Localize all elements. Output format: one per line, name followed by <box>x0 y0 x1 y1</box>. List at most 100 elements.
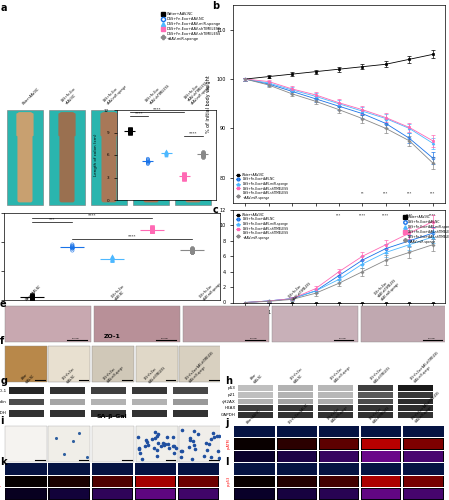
FancyBboxPatch shape <box>142 113 160 136</box>
Bar <box>92 488 132 499</box>
Text: b: b <box>212 1 220 11</box>
Bar <box>398 412 433 418</box>
Bar <box>238 392 273 398</box>
Text: 50 μm: 50 μm <box>161 338 168 339</box>
Text: p-ATM: p-ATM <box>226 438 230 449</box>
Bar <box>135 488 176 500</box>
Point <box>141 442 149 450</box>
Point <box>29 293 36 301</box>
Bar <box>277 488 316 499</box>
Bar <box>318 398 353 404</box>
Bar <box>5 306 91 342</box>
Text: ****: **** <box>128 234 136 238</box>
Text: ***: *** <box>49 218 56 222</box>
Text: ***: *** <box>430 191 436 195</box>
Bar <box>404 488 443 499</box>
Bar <box>92 488 132 499</box>
Bar <box>361 476 401 487</box>
Text: c: c <box>212 206 218 216</box>
Point <box>144 158 151 166</box>
Y-axis label: Length of colon (cm): Length of colon (cm) <box>94 134 98 176</box>
Bar <box>320 451 358 462</box>
Text: DSS+Fn-Exo
+AAV-shTIMELESS: DSS+Fn-Exo +AAV-shTIMELESS <box>144 362 166 384</box>
FancyBboxPatch shape <box>16 113 34 136</box>
Bar <box>277 463 317 474</box>
Text: GAPDH: GAPDH <box>221 413 236 417</box>
Bar <box>5 463 47 474</box>
Point <box>199 151 206 159</box>
Bar <box>404 488 443 499</box>
Bar <box>362 451 401 462</box>
Bar <box>91 398 126 405</box>
Point <box>136 444 143 452</box>
Bar <box>403 463 444 474</box>
Bar <box>235 488 274 499</box>
Point <box>52 434 59 442</box>
Bar <box>277 438 317 450</box>
Bar <box>48 463 90 474</box>
Point <box>179 448 186 456</box>
Text: γH2AX: γH2AX <box>222 400 236 404</box>
Bar <box>318 406 353 411</box>
Point <box>185 444 193 452</box>
Point <box>199 150 206 158</box>
Point <box>152 434 159 442</box>
Bar <box>398 385 433 391</box>
Point <box>29 294 36 302</box>
Point <box>126 128 133 136</box>
Bar <box>132 410 167 416</box>
Point <box>199 152 206 160</box>
Point <box>169 433 176 441</box>
Text: ****: **** <box>88 214 97 218</box>
Bar <box>319 426 359 437</box>
Point <box>126 126 133 134</box>
Bar <box>319 488 359 500</box>
Point <box>144 160 151 168</box>
Bar <box>9 398 44 405</box>
Point <box>149 224 156 232</box>
Text: ***: *** <box>383 191 388 195</box>
Bar <box>9 387 44 394</box>
Bar <box>91 387 126 394</box>
Text: DSS+Fn-Exo+AAV-shTIMELESS
+AAV-miR-sponge: DSS+Fn-Exo+AAV-shTIMELESS +AAV-miR-spong… <box>185 350 218 384</box>
FancyBboxPatch shape <box>144 112 158 202</box>
Point <box>215 454 222 462</box>
Text: j: j <box>225 418 229 428</box>
Bar <box>277 488 316 499</box>
Point <box>149 226 156 234</box>
Bar <box>178 463 219 474</box>
Bar <box>320 476 358 486</box>
Point <box>194 430 202 438</box>
Point <box>199 150 206 158</box>
Point <box>136 448 143 456</box>
Text: ****: **** <box>359 214 366 218</box>
FancyBboxPatch shape <box>59 112 75 202</box>
Legend: Water+AAV-NC, DSS+Fn-Exo+AAV-NC, DSS+Fn-Exo+AAV-miR-sponge, DSS+Fn-Exo+AAV-shTIM: Water+AAV-NC, DSS+Fn-Exo+AAV-NC, DSS+Fn-… <box>402 214 449 244</box>
Bar <box>277 476 317 487</box>
Point <box>191 445 198 453</box>
Bar <box>92 463 133 474</box>
Bar <box>92 476 133 487</box>
Point <box>211 434 218 442</box>
Bar <box>358 406 393 411</box>
Point <box>164 440 171 448</box>
Bar <box>7 110 43 204</box>
Point <box>163 149 170 157</box>
Point <box>144 156 151 164</box>
Point <box>109 254 116 262</box>
Text: Water+AAV-NC: Water+AAV-NC <box>246 408 262 424</box>
Point <box>148 435 155 443</box>
Bar <box>320 451 358 462</box>
Text: Fge: Fge <box>226 490 230 497</box>
Text: 50 μm: 50 μm <box>250 338 257 339</box>
Bar <box>234 488 275 500</box>
Bar <box>318 385 353 391</box>
Bar <box>50 387 85 394</box>
Bar <box>133 110 169 204</box>
Point <box>134 432 141 440</box>
Bar <box>358 412 393 418</box>
Bar <box>48 426 91 462</box>
Bar <box>136 426 177 462</box>
Bar <box>48 463 90 474</box>
Point <box>126 127 133 135</box>
